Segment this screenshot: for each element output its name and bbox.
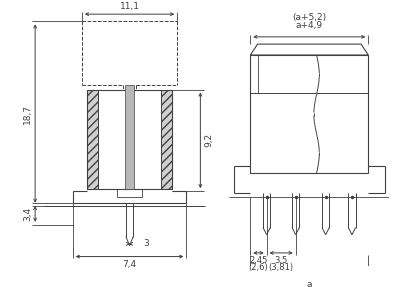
Text: (a+5,2): (a+5,2)	[292, 13, 326, 22]
Bar	[87, 90, 98, 189]
Text: (3,81): (3,81)	[268, 263, 294, 272]
Text: 3,4: 3,4	[23, 207, 32, 221]
Text: 3,5: 3,5	[275, 256, 288, 265]
Text: 3: 3	[143, 239, 149, 248]
Polygon shape	[250, 44, 368, 55]
Bar	[98, 90, 161, 189]
Text: a+4,9: a+4,9	[296, 21, 323, 30]
Bar	[161, 90, 172, 189]
Text: a: a	[306, 280, 312, 287]
Text: 11,1: 11,1	[120, 1, 140, 11]
Text: 18,7: 18,7	[23, 104, 32, 124]
Bar	[250, 55, 368, 173]
Text: 7,4: 7,4	[122, 260, 137, 269]
Text: 9,2: 9,2	[204, 133, 213, 148]
Text: 2,45: 2,45	[249, 256, 268, 265]
Bar	[125, 85, 134, 189]
Text: (2,6): (2,6)	[248, 263, 268, 272]
